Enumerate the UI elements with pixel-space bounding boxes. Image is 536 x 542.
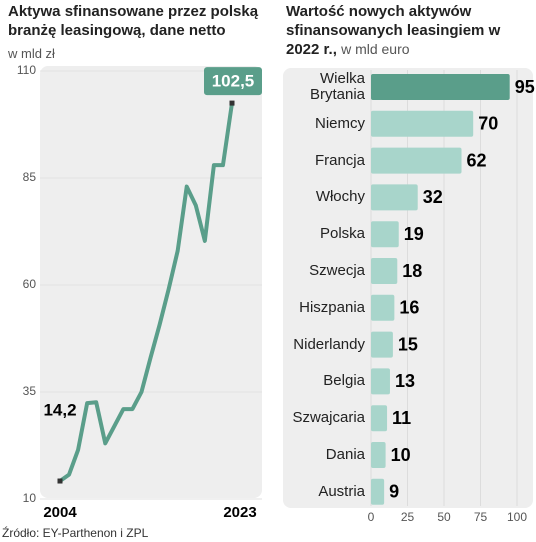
value-label: 9 — [389, 482, 399, 502]
bar — [371, 74, 510, 100]
y-tick-label: 10 — [23, 491, 37, 505]
value-label: 95 — [515, 77, 535, 97]
x-tick-label: 2023 — [223, 504, 256, 521]
line-series — [58, 102, 234, 483]
value-label: 19 — [404, 224, 424, 244]
category-label: Francja — [314, 151, 365, 169]
source: Źródło: EY-Parthenon i ZPL — [2, 526, 149, 540]
value-label: 11 — [392, 408, 411, 428]
category-label: Niderlandy — [293, 335, 365, 353]
x-tick-label: 2004 — [43, 504, 77, 521]
y-tick-label: 60 — [23, 277, 37, 291]
bar — [371, 294, 395, 321]
right-title-text: Wartość nowych aktywów sfinansowanych le… — [286, 3, 501, 58]
right-title: Wartość nowych aktywów sfinansowanych le… — [286, 2, 531, 59]
value-label: 13 — [395, 371, 415, 391]
bar — [371, 184, 418, 211]
point-marker — [57, 478, 63, 484]
bar — [371, 110, 474, 137]
bar — [371, 331, 393, 358]
category-label: Szwecja — [309, 262, 365, 279]
y-tick-label: 35 — [23, 384, 37, 398]
value-label: 70 — [478, 114, 498, 134]
category-label: Szwajcaria — [292, 409, 365, 427]
y-tick-label: 85 — [23, 170, 37, 184]
value-label: 10 — [391, 445, 411, 465]
category-label: Austria — [318, 482, 365, 500]
right-subtitle: w mld euro — [341, 41, 410, 57]
bar — [371, 368, 390, 395]
category-label: Belgia — [323, 372, 365, 390]
bar — [371, 405, 388, 432]
value-label: 15 — [398, 334, 418, 354]
value-label: 18 — [402, 261, 422, 281]
value-label: 62 — [467, 150, 487, 170]
category-label: Włochy — [315, 188, 365, 206]
category-label: Polska — [319, 225, 365, 243]
value-label: 16 — [399, 298, 419, 318]
plot-background — [40, 66, 262, 498]
bar — [371, 478, 385, 505]
x-tick-label: 100 — [507, 510, 527, 524]
value-label: 14,2 — [43, 401, 76, 420]
x-tick-label: 75 — [474, 510, 488, 524]
category-label: Wielka Brytania — [309, 70, 365, 103]
bar — [371, 147, 462, 174]
bar — [371, 442, 386, 468]
category-label: Hiszpania — [299, 298, 365, 316]
x-tick-label: 50 — [437, 510, 451, 524]
bar — [371, 221, 399, 248]
left-title: Aktywa sfinansowane przez polską branżę … — [8, 3, 259, 39]
bar — [371, 258, 398, 284]
y-tick-label: 110 — [17, 63, 36, 77]
x-tick-label: 25 — [401, 510, 415, 524]
category-label: Niemcy — [314, 114, 365, 132]
value-label-box — [204, 67, 262, 96]
point-marker — [229, 100, 235, 106]
x-tick-label: 0 — [368, 510, 375, 524]
value-label: 102,5 — [212, 72, 255, 91]
category-label: Dania — [325, 446, 365, 463]
value-label: 32 — [423, 187, 443, 207]
left-subtitle: w mld zł — [8, 46, 55, 61]
